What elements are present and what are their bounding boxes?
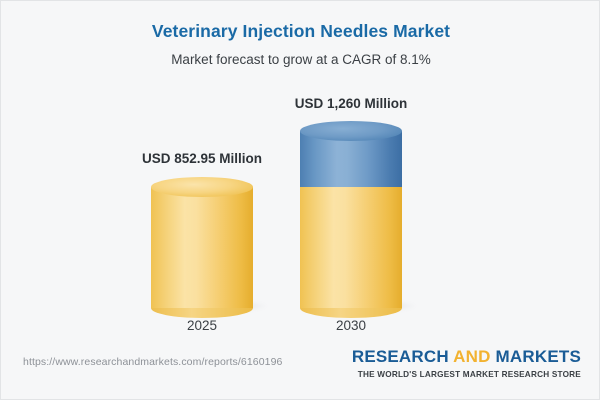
- bar-segment-growth-2030: [300, 121, 402, 187]
- logo-word-markets: MARKETS: [495, 347, 581, 366]
- cylinder-top-ellipse-2030: [300, 121, 402, 141]
- cylinder-body-2025: [151, 187, 253, 308]
- logo-wordmark: RESEARCH AND MARKETS: [351, 347, 581, 367]
- bar-value-label-2025: USD 852.95 Million: [141, 151, 263, 166]
- source-url-link[interactable]: https://www.researchandmarkets.com/repor…: [23, 356, 283, 368]
- cylinder-top-ellipse-2025: [151, 177, 253, 197]
- logo-tagline: THE WORLD'S LARGEST MARKET RESEARCH STOR…: [357, 369, 581, 379]
- chart-subtitle: Market forecast to grow at a CAGR of 8.1…: [171, 52, 431, 67]
- bar-value-label-2030: USD 1,260 Million: [294, 96, 408, 111]
- page-title: Veterinary Injection Needles Market: [151, 21, 451, 41]
- cylinder-body-base-2030: [300, 187, 402, 308]
- brand-logo[interactable]: RESEARCH AND MARKETS THE WORLD'S LARGEST…: [351, 347, 581, 379]
- footer: https://www.researchandmarkets.com/repor…: [1, 344, 599, 399]
- category-label-2025: 2025: [186, 318, 218, 333]
- bar-segment-base-2030: [300, 187, 402, 318]
- chart-plot-area: USD 852.95 Million 2025 USD 1,260 Millio…: [1, 1, 599, 346]
- category-label-2030: 2030: [335, 318, 367, 333]
- logo-word-research: RESEARCH: [351, 347, 449, 366]
- logo-word-and: AND: [453, 347, 491, 366]
- bar-segment-base-2025: [151, 177, 253, 318]
